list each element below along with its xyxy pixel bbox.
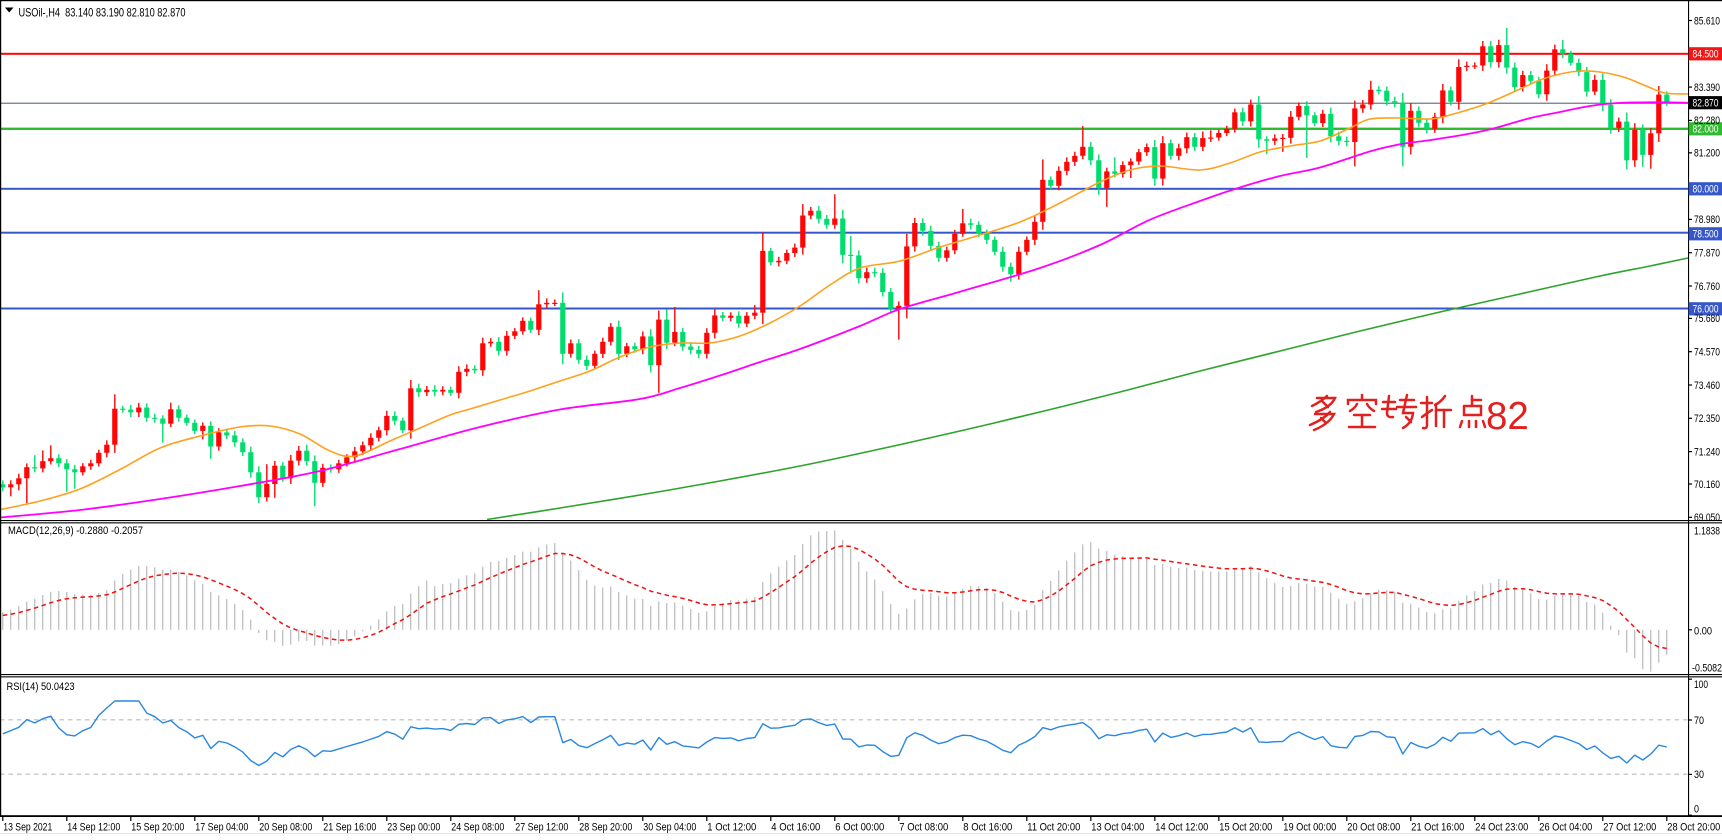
svg-text:82.280: 82.280 <box>1694 115 1720 127</box>
svg-text:13 Oct 04:00: 13 Oct 04:00 <box>1091 822 1144 834</box>
svg-text:28 Sep 20:00: 28 Sep 20:00 <box>579 822 632 834</box>
svg-text:74.570: 74.570 <box>1694 347 1720 359</box>
svg-text:21 Sep 16:00: 21 Sep 16:00 <box>323 822 376 834</box>
svg-text:11 Oct 20:00: 11 Oct 20:00 <box>1027 822 1080 834</box>
svg-text:8 Oct 16:00: 8 Oct 16:00 <box>963 822 1012 834</box>
svg-text:70.160: 70.160 <box>1694 479 1720 491</box>
svg-text:72.350: 72.350 <box>1694 413 1720 425</box>
svg-text:82.000: 82.000 <box>1693 124 1719 136</box>
svg-text:24 Sep 08:00: 24 Sep 08:00 <box>451 822 504 834</box>
svg-text:76.760: 76.760 <box>1694 281 1720 293</box>
svg-text:0.00: 0.00 <box>1694 625 1712 637</box>
svg-text:-0.5082: -0.5082 <box>1692 662 1722 674</box>
svg-text:75.680: 75.680 <box>1694 313 1720 325</box>
svg-text:81.200: 81.200 <box>1694 148 1720 160</box>
svg-text:1.1838: 1.1838 <box>1694 525 1720 537</box>
svg-text:28 Oct 20:00: 28 Oct 20:00 <box>1667 822 1720 834</box>
svg-text:70: 70 <box>1694 715 1704 727</box>
svg-text:1 Oct 12:00: 1 Oct 12:00 <box>707 822 756 834</box>
svg-text:78.500: 78.500 <box>1693 229 1719 241</box>
svg-text:100: 100 <box>1694 679 1708 691</box>
svg-text:77.870: 77.870 <box>1694 248 1720 260</box>
svg-text:80.000: 80.000 <box>1693 184 1719 196</box>
svg-text:21 Oct 16:00: 21 Oct 16:00 <box>1411 822 1464 834</box>
svg-text:24 Oct 23:00: 24 Oct 23:00 <box>1475 822 1528 834</box>
svg-text:4 Oct 16:00: 4 Oct 16:00 <box>771 822 820 834</box>
svg-text:83.390: 83.390 <box>1694 82 1720 94</box>
svg-text:15 Sep 20:00: 15 Sep 20:00 <box>131 822 184 834</box>
svg-text:69.050: 69.050 <box>1694 512 1720 524</box>
svg-text:0: 0 <box>1694 804 1699 816</box>
svg-text:23 Sep 00:00: 23 Sep 00:00 <box>387 822 440 834</box>
svg-text:RSI(14) 50.0423: RSI(14) 50.0423 <box>7 681 75 693</box>
svg-text:82.870: 82.870 <box>1693 98 1719 110</box>
svg-text:USOil-,H4 83.140 83.190 82.81: USOil-,H4 83.140 83.190 82.810 82.870 <box>19 7 186 20</box>
svg-text:30 Sep 04:00: 30 Sep 04:00 <box>643 822 696 834</box>
svg-text:7 Oct 08:00: 7 Oct 08:00 <box>899 822 948 834</box>
svg-text:30: 30 <box>1694 769 1704 781</box>
svg-text:17 Sep 04:00: 17 Sep 04:00 <box>195 822 248 834</box>
svg-text:78.980: 78.980 <box>1694 214 1720 226</box>
svg-text:20 Sep 08:00: 20 Sep 08:00 <box>259 822 312 834</box>
svg-text:27 Oct 12:00: 27 Oct 12:00 <box>1603 822 1656 834</box>
svg-text:15 Oct 20:00: 15 Oct 20:00 <box>1219 822 1272 834</box>
svg-text:73.460: 73.460 <box>1694 380 1720 392</box>
svg-text:82: 82 <box>1486 395 1529 438</box>
svg-text:13 Sep 2021: 13 Sep 2021 <box>3 822 52 834</box>
svg-text:MACD(12,26,9) -0.2880 -0.2057: MACD(12,26,9) -0.2880 -0.2057 <box>8 525 143 537</box>
svg-text:14 Sep 12:00: 14 Sep 12:00 <box>67 822 120 834</box>
svg-text:6 Oct 00:00: 6 Oct 00:00 <box>835 822 884 834</box>
svg-text:84.500: 84.500 <box>1693 49 1719 61</box>
svg-text:20 Oct 08:00: 20 Oct 08:00 <box>1347 822 1400 834</box>
svg-text:19 Oct 00:00: 19 Oct 00:00 <box>1283 822 1336 834</box>
svg-text:85.610: 85.610 <box>1694 15 1720 27</box>
svg-text:26 Oct 04:00: 26 Oct 04:00 <box>1539 822 1592 834</box>
svg-text:71.240: 71.240 <box>1694 446 1720 458</box>
svg-text:76.000: 76.000 <box>1693 304 1719 316</box>
svg-text:27 Sep 12:00: 27 Sep 12:00 <box>515 822 568 834</box>
svg-text:14 Oct 12:00: 14 Oct 12:00 <box>1155 822 1208 834</box>
